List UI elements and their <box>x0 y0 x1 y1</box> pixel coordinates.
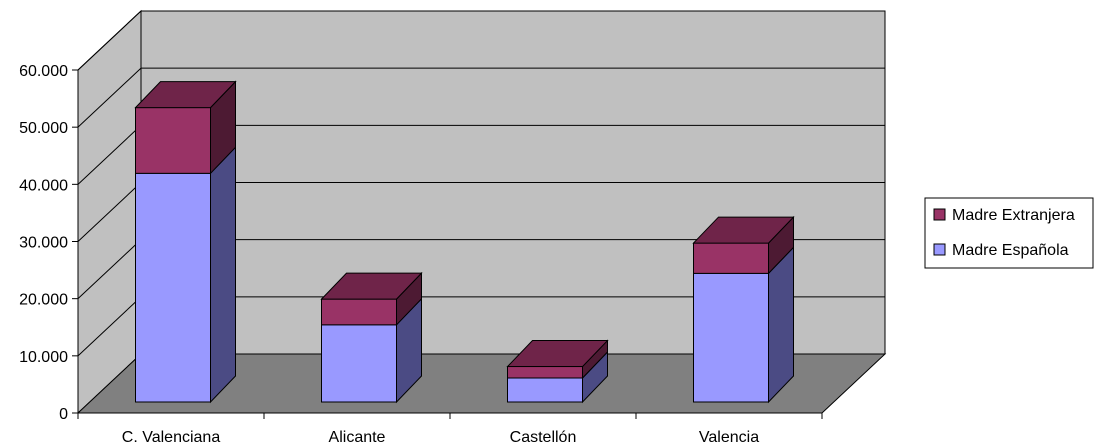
bar-front-face <box>693 272 769 403</box>
gridline-side <box>77 10 142 71</box>
y-tick-label: 20.000 <box>19 292 68 309</box>
bar-front-face <box>507 366 583 379</box>
x-category-label: C. Valenciana <box>122 429 221 446</box>
bar-front-face <box>693 242 769 274</box>
gridline-side <box>77 239 142 300</box>
x-axis-category-labels: C. Valenciana Alicante Castellón Valencia <box>122 429 759 446</box>
bar-front-face <box>321 298 397 326</box>
bar-segment-madre-espanola <box>135 146 236 404</box>
bar-segment-madre-extranjera <box>692 215 795 275</box>
legend-swatch-madre-espanola <box>933 243 946 256</box>
y-axis-tick-labels: 0 10.000 20.000 30.000 40.000 50.000 60.000 <box>19 63 68 423</box>
x-category-label: Valencia <box>699 429 759 446</box>
gridline-side <box>77 182 142 242</box>
gridline-side <box>77 124 142 185</box>
bar-front-face <box>507 377 583 403</box>
legend-box <box>924 197 1094 269</box>
x-category-label: Alicante <box>329 429 386 446</box>
gridline-side <box>77 296 142 357</box>
bar-side-face <box>768 246 794 404</box>
bar-front-face <box>321 324 397 403</box>
bar-side-face <box>210 146 236 404</box>
legend-label-madre-espanola: Madre Española <box>952 242 1069 259</box>
y-tick-label: 0 <box>59 406 68 423</box>
bar-top-face <box>134 81 237 109</box>
bar-front-face <box>135 172 211 403</box>
legend: Madre Extranjera Madre Española <box>924 197 1094 269</box>
bar-segment-madre-extranjera <box>506 339 609 380</box>
bar-top-face <box>692 216 795 244</box>
bar-segment-madre-espanola <box>693 246 794 404</box>
y-tick-label: 60.000 <box>19 63 68 80</box>
bar-front-face <box>135 107 211 174</box>
legend-label-madre-extranjera: Madre Extranjera <box>952 207 1075 224</box>
legend-swatch-madre-extranjera <box>933 208 946 221</box>
gridline-side <box>77 67 142 128</box>
bars <box>134 80 795 404</box>
x-category-label: Castellón <box>510 429 577 446</box>
y-tick-label: 40.000 <box>19 177 68 194</box>
bar-segment-madre-espanola <box>321 297 422 404</box>
y-tick-label: 10.000 <box>19 349 68 366</box>
y-tick-label: 30.000 <box>19 235 68 252</box>
bar-segment-madre-extranjera <box>134 80 237 175</box>
y-tick-label: 50.000 <box>19 120 68 137</box>
bar-top-face <box>320 272 423 300</box>
bar-segment-madre-extranjera <box>320 271 423 327</box>
axes <box>72 69 823 419</box>
bar-top-face <box>506 340 609 368</box>
